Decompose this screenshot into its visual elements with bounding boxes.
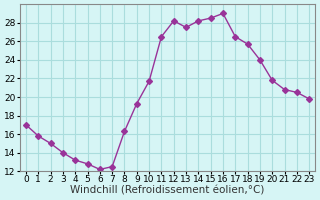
X-axis label: Windchill (Refroidissement éolien,°C): Windchill (Refroidissement éolien,°C) <box>70 186 265 196</box>
